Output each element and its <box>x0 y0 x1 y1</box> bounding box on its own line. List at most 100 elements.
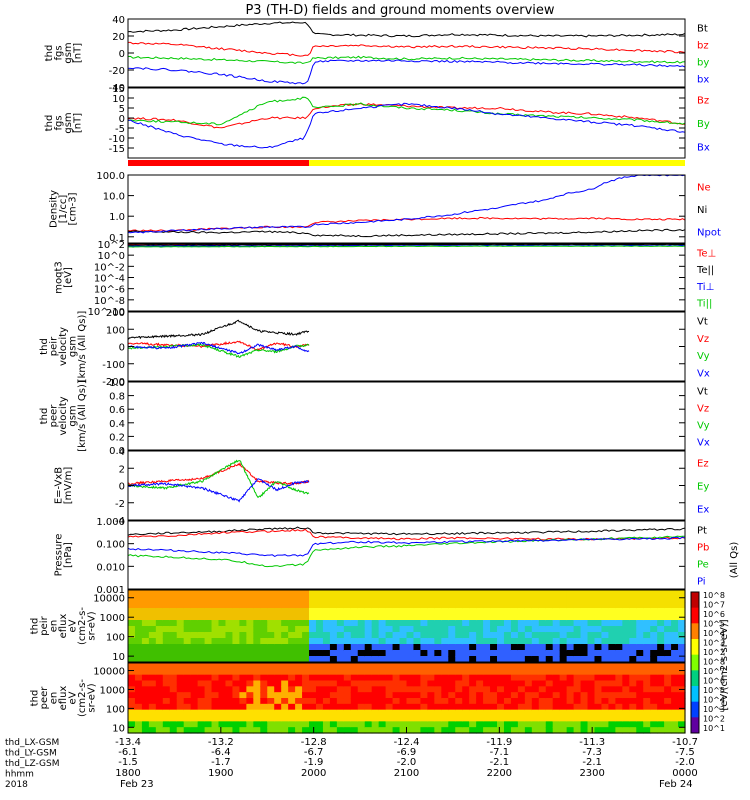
spectrogram-cell <box>204 698 213 705</box>
spectrogram-cell <box>510 608 519 615</box>
spectrogram-cell <box>566 596 575 603</box>
spectrogram-cell <box>378 709 387 717</box>
spectrogram-cell <box>309 680 317 687</box>
spectrogram-cell <box>350 727 359 734</box>
spectrogram-cell <box>413 638 422 645</box>
y-tick-label: 20 <box>112 32 125 43</box>
spectrogram-cell <box>232 656 240 663</box>
spectrogram-cell <box>260 656 268 663</box>
y-axis-label-line: [km/s (All Qs)] <box>77 311 88 383</box>
spectrogram-10 <box>128 663 686 734</box>
spectrogram-cell <box>329 727 338 734</box>
spectrogram-cell <box>497 668 505 676</box>
spectrogram-cell <box>413 698 422 705</box>
spectrogram-cell <box>385 668 394 676</box>
spectrogram-cell <box>455 596 463 603</box>
spectrogram-cell <box>239 686 247 693</box>
spectrogram-cell <box>629 698 637 705</box>
spectrogram-cell <box>413 721 422 728</box>
spectrogram-cell <box>232 663 240 670</box>
spectrogram-cell <box>253 638 261 645</box>
spectrogram-cell <box>378 674 387 682</box>
spectrogram-cell <box>629 668 637 676</box>
spectrogram-cell <box>204 680 213 687</box>
spectrogram-cell <box>302 727 310 734</box>
spectrogram-cell <box>253 709 261 717</box>
spectrogram-cell <box>462 644 470 651</box>
spectrogram-cell <box>678 650 686 657</box>
spectrogram-cell <box>155 656 164 663</box>
spectrogram-cell <box>650 656 658 663</box>
spectrogram-cell <box>225 590 234 597</box>
x-tick-lz: -2.0 <box>397 757 417 768</box>
spectrogram-cell <box>483 663 491 670</box>
series-line-Vz <box>127 340 310 351</box>
y-axis-label-line: fgs <box>53 115 64 130</box>
spectrogram-cell <box>176 602 185 609</box>
spectrogram-cell <box>517 692 526 699</box>
spectrogram-cell <box>490 632 498 639</box>
x-tick-ly: -7.3 <box>582 747 602 758</box>
legend-Ti⊥: Ti⊥ <box>696 282 714 293</box>
spectrogram-cell <box>309 596 317 603</box>
spectrogram-cell <box>643 620 651 627</box>
spectrogram-cell <box>134 692 143 699</box>
spectrogram-cell <box>197 626 206 633</box>
spectrogram-cell <box>601 608 610 615</box>
spectrogram-cell <box>510 663 519 670</box>
spectrogram-cell <box>469 674 477 682</box>
spectrogram-cell <box>295 727 303 734</box>
colorbar-tick: 10^4 <box>703 696 725 705</box>
spectrogram-cell <box>413 680 422 687</box>
colorbar-tick: 10^1 <box>703 724 725 733</box>
spectrogram-cell <box>462 650 470 657</box>
spectrogram-cell <box>350 608 359 615</box>
spectrogram-cell <box>239 602 247 609</box>
spectrogram-cell <box>448 715 456 722</box>
spectrogram-cell <box>260 614 268 621</box>
y-tick-label: 100.0 <box>96 171 125 182</box>
colorbar-tick: 10^3 <box>703 639 725 648</box>
spectrogram-cell <box>448 644 456 651</box>
colorbar-segment <box>691 592 699 609</box>
spectrogram-cell <box>594 709 603 717</box>
spectrogram-cell <box>385 638 394 645</box>
y-axis-label-line: [nPa] <box>63 542 74 568</box>
spectrogram-cell <box>190 721 199 728</box>
spectrogram-cell <box>322 656 331 663</box>
spectrogram-cell <box>155 692 164 699</box>
spectrogram-cell <box>204 638 213 645</box>
spectrogram-cell <box>322 698 331 705</box>
spectrogram-cell <box>517 620 526 627</box>
spectrogram-cell <box>622 644 630 651</box>
spectrogram-cell <box>594 703 603 711</box>
legend-Vt: Vt <box>697 387 708 398</box>
spectrogram-cell <box>427 614 435 621</box>
spectrogram-cell <box>545 668 554 676</box>
x-tick-lx: -12.8 <box>301 737 327 748</box>
spectrogram-cell <box>587 656 596 663</box>
spectrogram-cell <box>128 656 136 663</box>
spectrogram-cell <box>538 703 547 711</box>
spectrogram-cell <box>350 638 359 645</box>
spectrogram-cell <box>580 721 589 728</box>
spectrogram-cell <box>302 608 310 615</box>
spectrogram-cell <box>622 692 630 699</box>
spectrogram-cell <box>483 620 491 627</box>
spectrogram-cell <box>434 632 442 639</box>
spectrogram-cell <box>281 656 289 663</box>
spectrogram-cell <box>392 608 401 615</box>
spectrogram-cell <box>448 590 456 597</box>
y-axis-label-line: eV <box>68 691 79 704</box>
spectrogram-cell <box>636 680 644 687</box>
spectrogram-cell <box>343 644 352 651</box>
spectrogram-cell <box>503 663 512 670</box>
spectrogram-cell <box>364 686 373 693</box>
spectrogram-cell <box>253 703 261 711</box>
spectrogram-cell <box>141 698 150 705</box>
spectrogram-cell <box>162 632 171 639</box>
spectrogram-cell <box>615 608 623 615</box>
spectrogram-cell <box>636 663 644 670</box>
legend-Vx: Vx <box>697 368 710 379</box>
spectrogram-cell <box>385 715 394 722</box>
